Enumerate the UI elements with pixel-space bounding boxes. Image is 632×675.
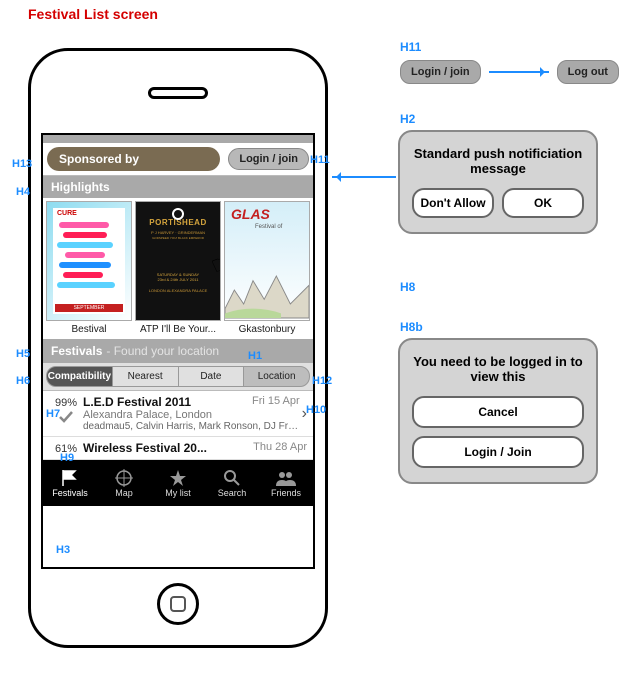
highlights-header: Highlights bbox=[43, 176, 313, 198]
annotation: H11 bbox=[310, 154, 330, 166]
logout-state-button[interactable]: Log out bbox=[557, 60, 619, 84]
home-button[interactable] bbox=[157, 583, 199, 625]
highlight-card[interactable]: GLAS Festival of bbox=[224, 201, 310, 321]
annotation: H10 bbox=[306, 404, 326, 416]
annotation: H7 bbox=[46, 408, 60, 420]
tab-mylist[interactable]: My list bbox=[151, 460, 205, 506]
arrow-icon bbox=[332, 176, 396, 178]
header-row: Sponsored by Login / join bbox=[43, 143, 313, 176]
tab-friends[interactable]: Friends bbox=[259, 460, 313, 506]
login-required-dialog: You need to be logged in to view this Ca… bbox=[398, 338, 598, 484]
dont-allow-button[interactable]: Don't Allow bbox=[412, 188, 494, 218]
festival-date: Thu 28 Apr bbox=[253, 441, 307, 455]
ok-button[interactable]: OK bbox=[502, 188, 584, 218]
search-icon bbox=[221, 469, 243, 487]
poster-art: CURE SEPTEMBER bbox=[53, 208, 125, 314]
flag-icon bbox=[59, 469, 81, 487]
dialog-message: Standard push notificiation message bbox=[412, 146, 584, 176]
tab-map[interactable]: Map bbox=[97, 460, 151, 506]
tab-search[interactable]: Search bbox=[205, 460, 259, 506]
highlight-card[interactable]: PORTISHEAD P J HARVEY · GRINDERMAN GODSP… bbox=[135, 201, 221, 321]
annotation: H12 bbox=[312, 375, 332, 387]
phone-frame: Sponsored by Login / join Highlights CUR… bbox=[28, 48, 328, 648]
festivals-subtitle: - Found your location bbox=[106, 344, 219, 358]
annotation: H4 bbox=[16, 186, 30, 198]
highlight-card[interactable]: CURE SEPTEMBER bbox=[46, 201, 132, 321]
highlight-label: Bestival bbox=[46, 324, 132, 335]
cancel-button[interactable]: Cancel bbox=[412, 396, 584, 428]
annotation: H3 bbox=[56, 544, 70, 556]
annotation: H11 bbox=[400, 40, 421, 54]
seg-location[interactable]: Location bbox=[243, 366, 310, 387]
tab-festivals[interactable]: Festivals bbox=[43, 460, 97, 506]
login-join-state-button[interactable]: Login / join bbox=[400, 60, 481, 84]
push-notification-dialog: Standard push notificiation message Don'… bbox=[398, 130, 598, 234]
sponsored-by-pill: Sponsored by bbox=[47, 147, 220, 171]
festival-row[interactable]: 61% Wireless Festival 20... Thu 28 Apr bbox=[43, 437, 313, 460]
seg-compatibility[interactable]: Compatibility bbox=[46, 366, 113, 387]
login-join-button[interactable]: Login / join bbox=[228, 148, 309, 170]
dialog-message: You need to be logged in to view this bbox=[412, 354, 584, 384]
festival-title: L.E.D Festival 2011 bbox=[83, 395, 191, 409]
annotation: H13 bbox=[12, 158, 32, 170]
highlights-labels: Bestival ATP I'll Be Your... Gkastonbury bbox=[43, 324, 313, 339]
target-icon bbox=[113, 469, 135, 487]
highlight-label: Gkastonbury bbox=[224, 324, 310, 335]
star-icon bbox=[167, 469, 189, 487]
festival-artists: deadmau5, Calvin Harris, Mark Ronson, DJ… bbox=[83, 421, 300, 432]
page-title: Festival List screen bbox=[28, 6, 158, 22]
seg-nearest[interactable]: Nearest bbox=[112, 366, 179, 387]
festivals-title: Festivals bbox=[51, 344, 102, 358]
annotation: H2 bbox=[400, 112, 415, 126]
annotation: H8 bbox=[400, 280, 415, 294]
tab-bar: Festivals Map My list Search bbox=[43, 460, 313, 506]
phone-screen: Sponsored by Login / join Highlights CUR… bbox=[41, 133, 315, 569]
festival-date: Fri 15 Apr bbox=[252, 395, 300, 409]
annotation: H5 bbox=[16, 348, 30, 360]
annotation: H9 bbox=[60, 452, 74, 464]
festivals-header: Festivals - Found your location bbox=[43, 339, 313, 363]
people-icon bbox=[275, 469, 297, 487]
annotation: H6 bbox=[16, 375, 30, 387]
festival-title: Wireless Festival 20... bbox=[83, 441, 207, 455]
annotation: H8b bbox=[400, 320, 423, 334]
arrow-icon bbox=[489, 71, 549, 73]
login-join-button[interactable]: Login / Join bbox=[412, 436, 584, 468]
highlights-carousel[interactable]: CURE SEPTEMBER PORTISHEAD P J HARVEY · G… bbox=[43, 198, 313, 324]
login-state-diagram: Login / join Log out bbox=[400, 60, 619, 84]
status-bar bbox=[43, 135, 313, 143]
festival-row[interactable]: 99% L.E.D Festival 2011 Fri 15 Apr Alexa… bbox=[43, 391, 313, 437]
annotation: H1 bbox=[248, 350, 262, 362]
phone-speaker bbox=[148, 87, 208, 99]
highlight-label: ATP I'll Be Your... bbox=[135, 324, 221, 335]
sort-segmented-control[interactable]: Compatibility Nearest Date Location bbox=[43, 363, 313, 391]
seg-date[interactable]: Date bbox=[178, 366, 245, 387]
festival-venue: Alexandra Palace, London bbox=[83, 409, 300, 421]
